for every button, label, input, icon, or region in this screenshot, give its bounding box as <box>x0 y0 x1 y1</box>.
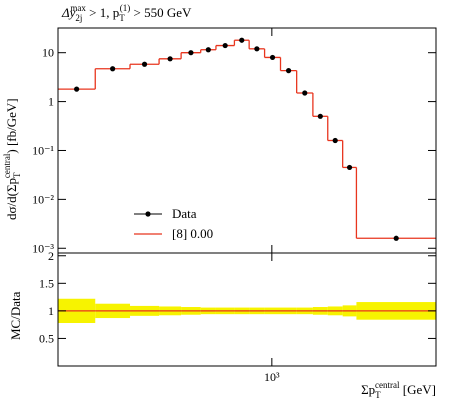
legend-swatch <box>145 211 151 217</box>
data-point <box>332 137 338 144</box>
data-point <box>141 61 148 67</box>
y-tick-label: 10 <box>42 46 54 60</box>
data-point <box>205 47 211 53</box>
x-axis-label: ΣpTcentral [GeV] <box>361 380 436 400</box>
data-point <box>254 46 260 52</box>
y-tick-label: 1.5 <box>39 276 54 290</box>
y-tick-label: 10⁻² <box>32 192 54 206</box>
data-point <box>74 86 80 92</box>
data-point <box>302 90 308 96</box>
data-point <box>239 37 245 43</box>
data-point <box>222 42 228 49</box>
data-point <box>285 68 292 74</box>
legend-label: Data <box>172 206 197 221</box>
y-tick-label: 0.5 <box>39 331 54 345</box>
chart-title: Δy2jmax > 1, pT(1) > 550 GeV <box>61 3 192 23</box>
y-tick-label: 1 <box>48 304 54 318</box>
data-point <box>317 113 323 119</box>
plot-frame <box>57 27 437 254</box>
y-tick-label: 2 <box>48 249 54 263</box>
y-tick-label: 10⁻¹ <box>32 143 54 157</box>
x-tick-label: 10³ <box>264 370 280 384</box>
legend-label: [8] 0.00 <box>172 226 213 241</box>
data-point <box>393 235 399 241</box>
data-point <box>110 66 116 72</box>
y-tick-label: 1 <box>48 95 54 109</box>
y-tick-label: 10⁻³ <box>32 241 54 255</box>
data-point <box>269 54 276 61</box>
ratio-y-label: MC/Data <box>8 291 23 340</box>
data-point <box>346 164 353 171</box>
data-point <box>188 50 194 56</box>
ratio-frame <box>57 252 437 367</box>
y-axis-label: dσ/d(ΣpTcentral) [fb/GeV] <box>2 98 22 220</box>
data-point <box>167 56 173 62</box>
